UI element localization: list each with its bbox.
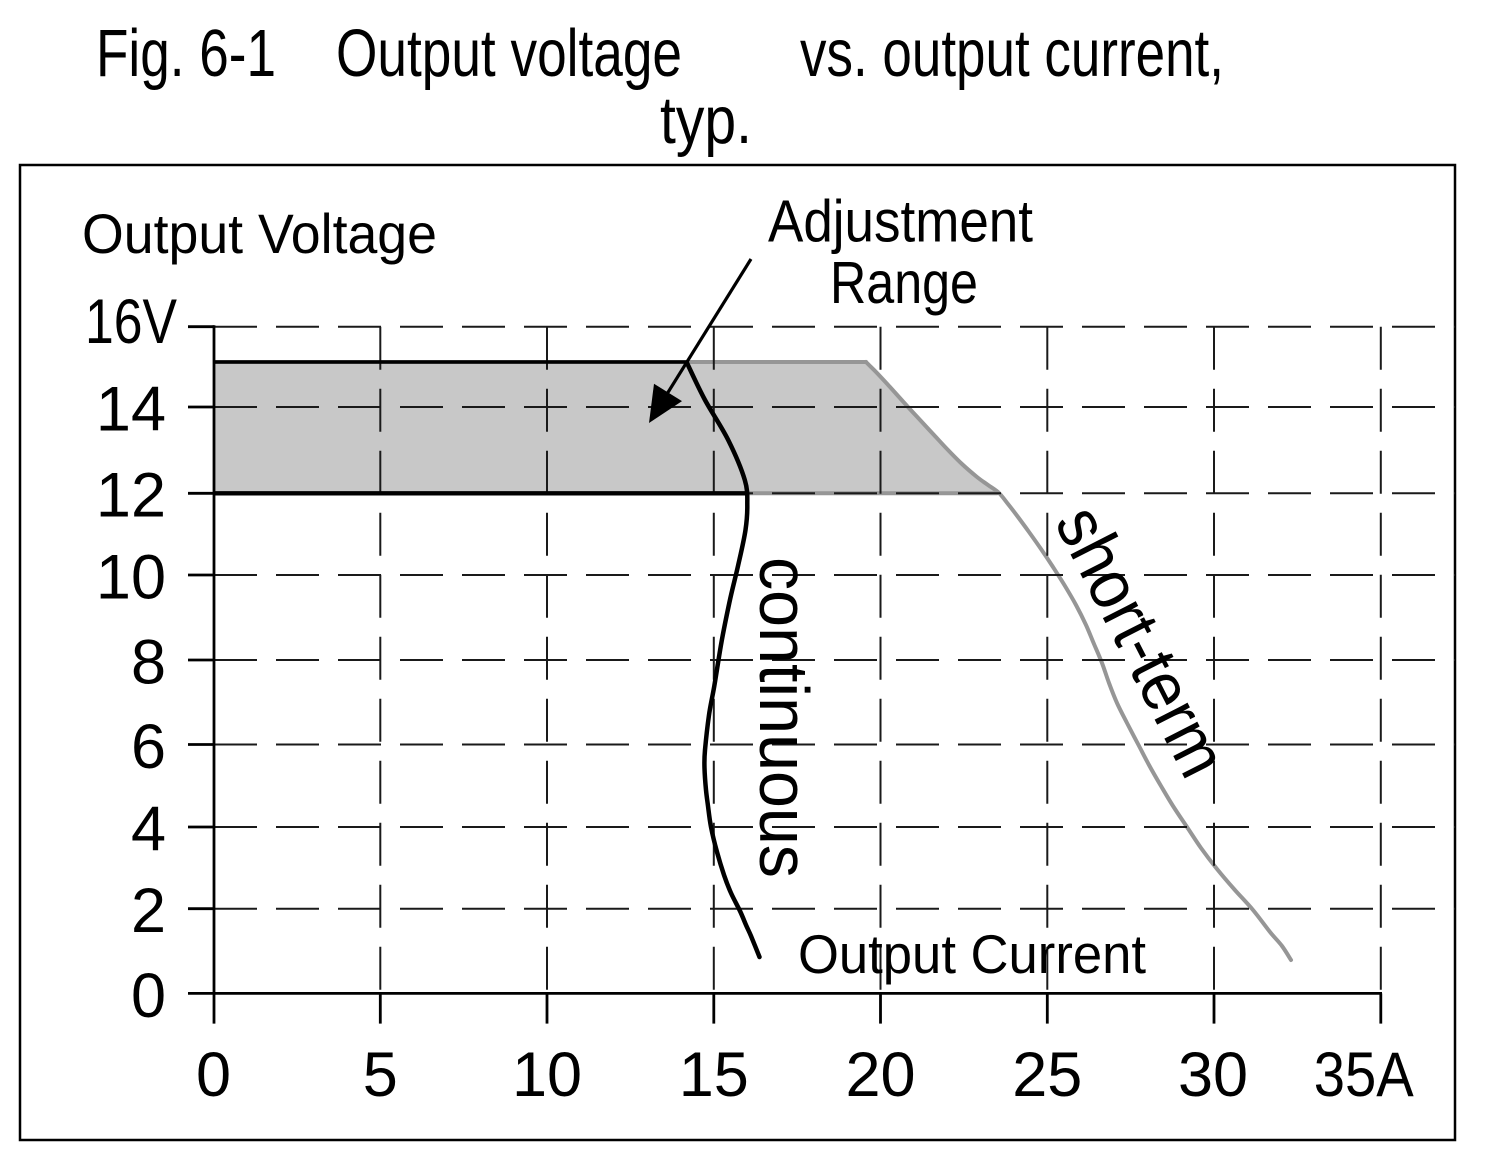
svg-text:2: 2	[131, 876, 166, 946]
svg-text:0: 0	[196, 1040, 231, 1110]
svg-text:Fig. 6-1: Fig. 6-1	[96, 16, 276, 91]
svg-text:continuous: continuous	[745, 557, 823, 878]
svg-text:Output voltage: Output voltage	[336, 16, 682, 91]
svg-text:10: 10	[96, 542, 166, 612]
svg-text:10: 10	[512, 1040, 582, 1110]
svg-text:5: 5	[363, 1040, 398, 1110]
svg-text:30: 30	[1178, 1040, 1248, 1110]
svg-text:Output Current: Output Current	[798, 923, 1146, 985]
svg-text:typ.: typ.	[660, 83, 752, 158]
svg-text:20: 20	[845, 1040, 915, 1110]
svg-text:6: 6	[131, 712, 166, 782]
svg-text:14: 14	[96, 374, 166, 444]
svg-text:16V: 16V	[85, 287, 177, 357]
svg-text:15: 15	[679, 1040, 749, 1110]
svg-text:25: 25	[1012, 1040, 1082, 1110]
svg-text:Range: Range	[830, 250, 978, 316]
svg-text:12: 12	[96, 461, 166, 531]
svg-text:Adjustment: Adjustment	[768, 189, 1033, 255]
svg-text:35A: 35A	[1314, 1040, 1414, 1110]
svg-text:8: 8	[131, 627, 166, 697]
svg-text:vs. output current,: vs. output current,	[800, 16, 1224, 91]
svg-text:4: 4	[131, 794, 166, 864]
svg-text:Output Voltage: Output Voltage	[82, 202, 437, 265]
svg-text:0: 0	[131, 961, 166, 1031]
